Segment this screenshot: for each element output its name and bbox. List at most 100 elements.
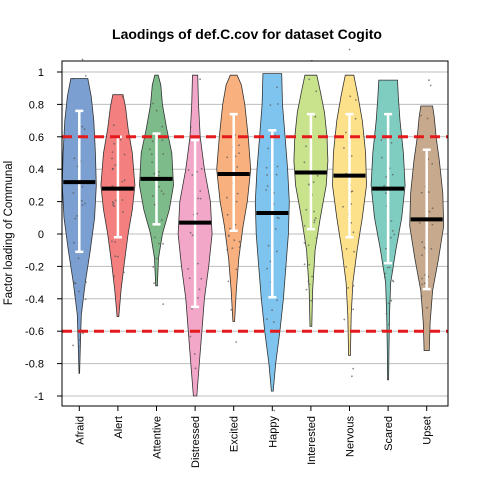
data-point bbox=[266, 174, 268, 176]
data-point bbox=[152, 266, 155, 268]
data-point bbox=[353, 250, 355, 253]
data-point bbox=[123, 179, 126, 182]
x-tick-label-attentive: Attentive bbox=[152, 416, 164, 459]
data-point bbox=[420, 295, 423, 298]
data-point bbox=[345, 248, 348, 250]
data-point bbox=[199, 197, 202, 200]
data-point bbox=[156, 284, 159, 287]
data-point bbox=[421, 277, 423, 280]
data-point bbox=[187, 169, 190, 171]
data-point bbox=[226, 156, 229, 159]
data-point bbox=[151, 195, 154, 197]
data-point bbox=[83, 128, 86, 131]
y-tick-label: -1 bbox=[34, 391, 44, 403]
data-point bbox=[74, 217, 77, 220]
data-point bbox=[199, 78, 202, 81]
data-point bbox=[354, 117, 357, 120]
data-point bbox=[73, 281, 76, 284]
data-point bbox=[385, 247, 387, 250]
data-point bbox=[388, 323, 390, 326]
data-point bbox=[266, 267, 268, 270]
data-point bbox=[275, 173, 278, 176]
data-point bbox=[345, 265, 348, 268]
data-point bbox=[303, 263, 306, 266]
x-tick-label-happy: Happy bbox=[267, 416, 279, 448]
y-tick-label: 0 bbox=[38, 229, 44, 241]
data-point bbox=[238, 240, 241, 243]
data-point bbox=[162, 193, 165, 195]
data-point bbox=[191, 234, 194, 237]
data-point bbox=[272, 321, 275, 323]
data-point bbox=[350, 190, 353, 193]
data-point bbox=[390, 220, 393, 222]
data-point bbox=[421, 254, 423, 256]
data-point bbox=[74, 282, 77, 285]
data-point bbox=[235, 200, 238, 203]
data-point bbox=[193, 353, 196, 355]
data-point bbox=[155, 257, 158, 260]
y-tick-label: 0.6 bbox=[29, 132, 44, 144]
data-point bbox=[85, 281, 87, 283]
data-point bbox=[421, 283, 423, 286]
y-axis: -1 -0.8 -0.6 -0.4 -0.2 0 0.2 0.4 0.6 0.8 1 bbox=[25, 67, 63, 403]
data-point bbox=[81, 125, 84, 128]
data-point bbox=[388, 266, 391, 269]
data-point bbox=[431, 207, 434, 210]
data-point bbox=[420, 191, 423, 194]
data-point bbox=[307, 183, 310, 186]
data-point bbox=[351, 375, 353, 378]
data-point bbox=[426, 306, 428, 309]
data-point bbox=[152, 102, 155, 105]
data-point bbox=[158, 171, 161, 173]
data-point bbox=[389, 236, 392, 239]
data-point bbox=[74, 294, 76, 296]
data-point bbox=[79, 338, 81, 341]
data-point bbox=[423, 246, 426, 249]
data-point bbox=[314, 217, 317, 220]
y-axis-title: Factor loading of Communal bbox=[3, 161, 15, 305]
data-point bbox=[113, 275, 115, 278]
data-point bbox=[391, 173, 394, 176]
data-point bbox=[266, 318, 268, 320]
data-point bbox=[72, 192, 75, 194]
x-tick-label-afraid: Afraid bbox=[74, 416, 86, 445]
data-point bbox=[111, 185, 114, 188]
data-point bbox=[421, 241, 424, 244]
data-point bbox=[122, 211, 124, 214]
x-tick-label-alert: Alert bbox=[113, 416, 125, 439]
data-point bbox=[238, 144, 240, 147]
data-point bbox=[114, 241, 116, 243]
data-point bbox=[392, 280, 395, 283]
data-point bbox=[278, 217, 280, 220]
data-point bbox=[308, 263, 311, 266]
data-point bbox=[384, 276, 386, 279]
data-point bbox=[84, 75, 87, 77]
data-point bbox=[112, 124, 115, 127]
data-point bbox=[387, 302, 390, 305]
data-point bbox=[148, 148, 151, 151]
data-point bbox=[276, 103, 279, 105]
data-point bbox=[274, 228, 277, 230]
data-point bbox=[266, 185, 269, 187]
data-point bbox=[123, 153, 126, 156]
data-point bbox=[342, 205, 344, 208]
data-point bbox=[189, 231, 192, 234]
data-point bbox=[194, 367, 197, 370]
data-point bbox=[347, 287, 350, 289]
data-point bbox=[236, 166, 239, 168]
data-point bbox=[426, 117, 429, 120]
data-point bbox=[350, 221, 353, 224]
data-point bbox=[200, 277, 203, 280]
data-point bbox=[230, 308, 233, 311]
data-point bbox=[350, 155, 353, 157]
data-point bbox=[349, 95, 352, 98]
data-point bbox=[269, 260, 272, 263]
data-point bbox=[423, 282, 426, 285]
data-point bbox=[160, 219, 163, 222]
data-point bbox=[196, 212, 199, 215]
y-tick-label: -0.4 bbox=[25, 294, 44, 306]
data-point bbox=[150, 153, 153, 156]
data-point bbox=[162, 153, 165, 155]
data-point bbox=[238, 152, 240, 155]
